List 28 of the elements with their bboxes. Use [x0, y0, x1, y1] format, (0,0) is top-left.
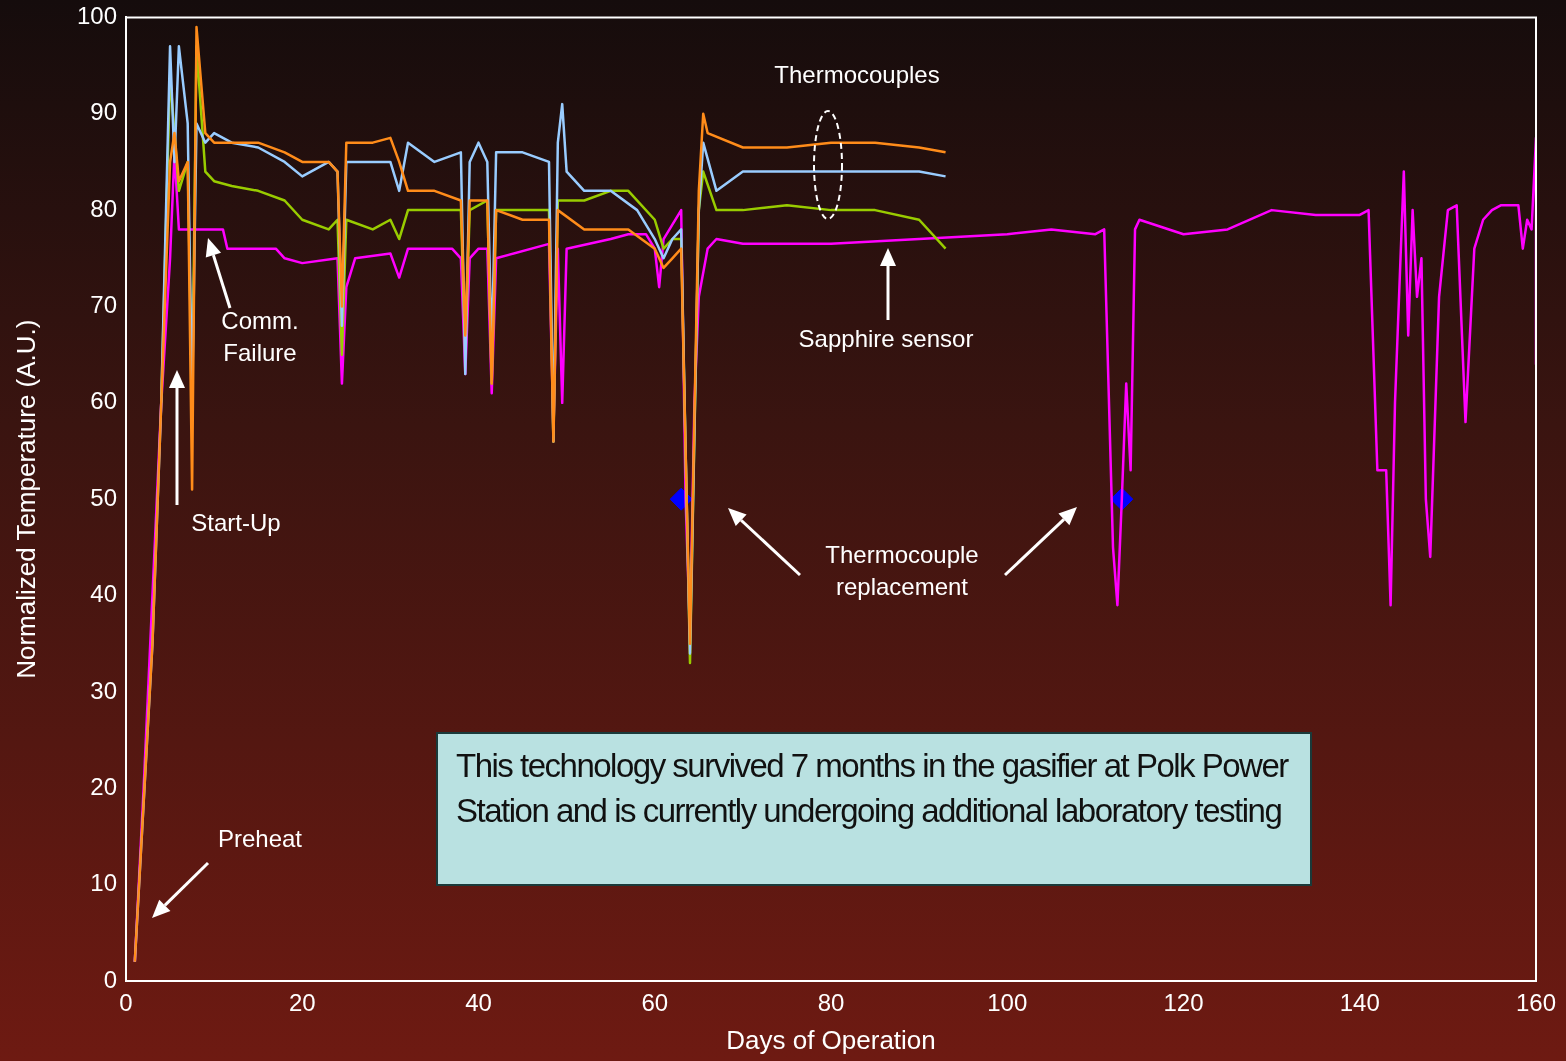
x-tick-label: 140 [1339, 989, 1380, 1017]
x-tick-label: 100 [987, 989, 1028, 1017]
x-tick-label: 160 [1515, 989, 1557, 1017]
y-tick-label: 0 [103, 965, 117, 993]
x-tick-label: 20 [288, 989, 316, 1017]
text-box: This technology survived 7 months in the gasifier at Polk Power Station and is currently undergoing additional laboratory testing [436, 732, 1312, 886]
annotation: Start-Up [191, 507, 281, 538]
y-tick-label: 100 [76, 2, 117, 30]
y-tick-label: 60 [90, 387, 117, 415]
annotation: Thermocouples [774, 59, 940, 90]
x-tick-label: 60 [641, 989, 669, 1017]
y-tick-label: 10 [90, 869, 117, 897]
y-tick-label: 30 [90, 676, 117, 704]
y-tick-label: 20 [90, 772, 117, 800]
x-tick-label: 80 [817, 989, 845, 1017]
y-axis-title: Normalized Temperature (A.U.) [10, 319, 41, 679]
x-tick-label: 40 [465, 989, 492, 1017]
y-tick-label: 70 [90, 291, 117, 319]
x-tick-label: 120 [1163, 989, 1204, 1017]
annotation: Thermocouple replacement [825, 539, 979, 602]
annotation: Comm. Failure [221, 305, 299, 368]
y-tick-label: 80 [90, 194, 117, 222]
y-tick-label: 40 [90, 580, 117, 608]
annotation: Preheat [217, 823, 303, 854]
annotation: Sapphire sensor [798, 323, 974, 354]
x-axis-title: Days of Operation [726, 1024, 936, 1055]
y-tick-label: 90 [90, 98, 117, 126]
y-tick-label: 50 [90, 483, 117, 511]
